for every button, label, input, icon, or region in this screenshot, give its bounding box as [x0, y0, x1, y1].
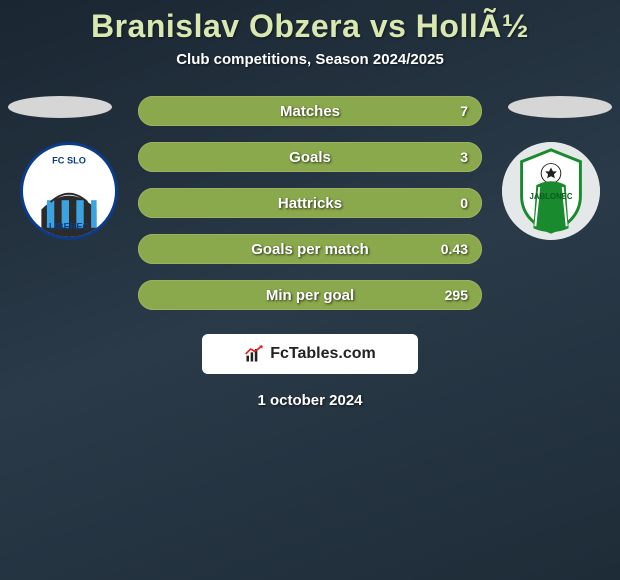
brand-pill[interactable]: FcTables.com — [202, 334, 418, 374]
stat-row: Matches 7 — [138, 96, 482, 126]
club-badge-left: FC SLO LIBEREC — [20, 142, 118, 240]
stat-value: 0.43 — [441, 241, 468, 257]
stat-label: Matches — [280, 103, 340, 120]
stat-label: Min per goal — [266, 287, 354, 304]
stat-label: Goals — [289, 149, 331, 166]
stat-row: Goals per match 0.43 — [138, 234, 482, 264]
stat-value: 3 — [460, 149, 468, 165]
club-badge-right-svg: JABLONEC — [502, 142, 600, 240]
stat-value: 7 — [460, 103, 468, 119]
stat-row: Goals 3 — [138, 142, 482, 172]
subtitle: Club competitions, Season 2024/2025 — [176, 51, 444, 68]
club-badge-left-svg: FC SLO LIBEREC — [23, 145, 115, 237]
chart-icon — [244, 344, 264, 364]
brand-text: FcTables.com — [270, 345, 376, 363]
comparison-area: FC SLO LIBEREC JABLONEC Matches 7 Goals 3 Ha… — [0, 96, 620, 409]
badge-left-bottom-text: LIBEREC — [49, 222, 90, 232]
stat-value: 0 — [460, 195, 468, 211]
stat-label: Hattricks — [278, 195, 342, 212]
highlight-ellipse-right — [508, 96, 612, 118]
page-title: Branislav Obzera vs HollÃ½ — [91, 8, 529, 45]
stat-row: Min per goal 295 — [138, 280, 482, 310]
highlight-ellipse-left — [8, 96, 112, 118]
club-badge-right: JABLONEC — [502, 142, 600, 240]
footer-date: 1 october 2024 — [257, 392, 362, 409]
badge-right-mid-text: JABLONEC — [529, 192, 572, 201]
stat-value: 295 — [445, 287, 468, 303]
stat-label: Goals per match — [251, 241, 369, 258]
badge-left-top-text: FC SLO — [52, 155, 86, 165]
stat-row: Hattricks 0 — [138, 188, 482, 218]
